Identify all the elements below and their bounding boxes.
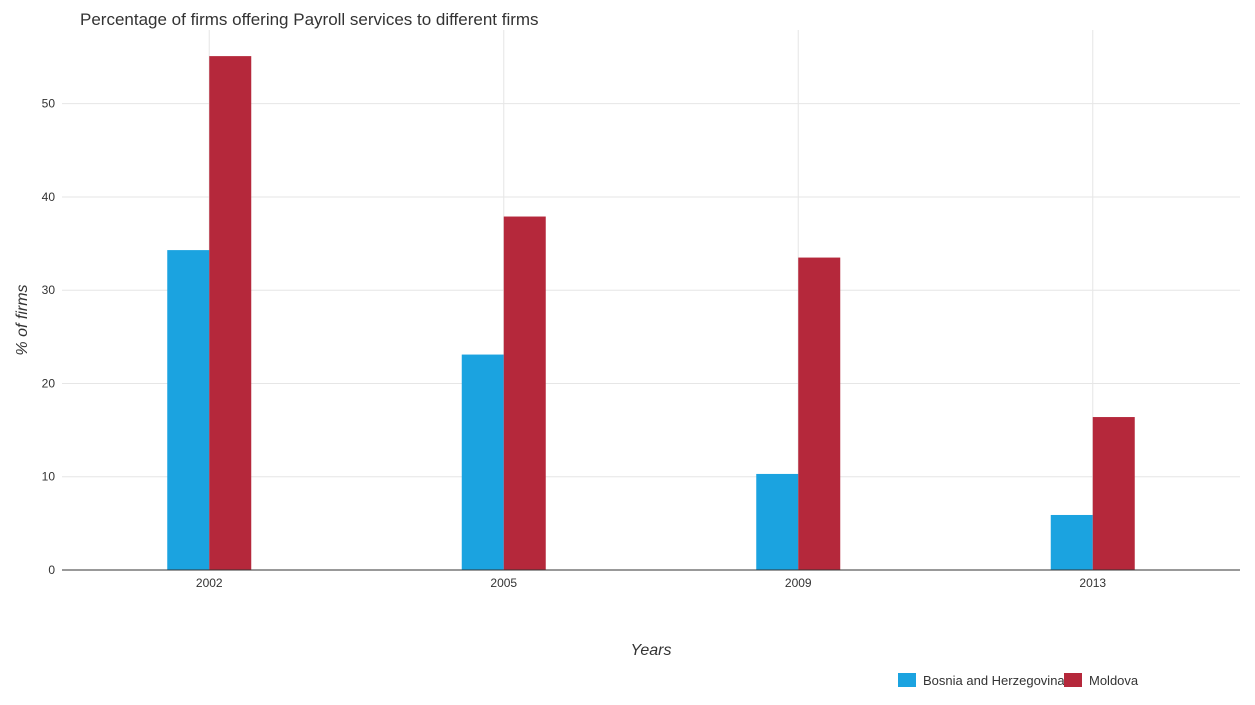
y-tick-label: 10 [42,470,56,484]
x-tick-label: 2002 [196,576,223,590]
bar-moldova [798,257,841,570]
bar-bosnia [756,473,799,570]
y-tick-label: 0 [48,563,55,577]
legend: Bosnia and Herzegovina Moldova [898,673,1139,688]
x-axis-title: Years [631,642,672,659]
chart-title: Percentage of firms offering Payroll ser… [80,10,539,29]
axes: 0 10 20 30 40 50 2002 2005 2009 2013 [42,97,1240,590]
bars [167,56,1135,570]
bar-bosnia [461,354,504,570]
x-tick-label: 2009 [785,576,812,590]
y-tick-label: 20 [42,376,56,390]
bar-bosnia [1050,514,1093,570]
y-tick-label: 30 [42,283,56,297]
x-tick-label: 2013 [1079,576,1106,590]
y-axis-title: % of firms [14,284,31,355]
legend-swatch [1064,673,1082,687]
x-tick-label: 2005 [490,576,517,590]
bar-bosnia [167,250,210,570]
legend-swatch [898,673,916,687]
legend-label: Moldova [1089,673,1139,688]
bar-moldova [1092,417,1135,570]
y-tick-label: 50 [42,97,56,111]
y-tick-label: 40 [42,190,56,204]
legend-label: Bosnia and Herzegovina [923,673,1065,688]
bar-moldova [503,216,546,570]
bar-moldova [209,56,252,570]
